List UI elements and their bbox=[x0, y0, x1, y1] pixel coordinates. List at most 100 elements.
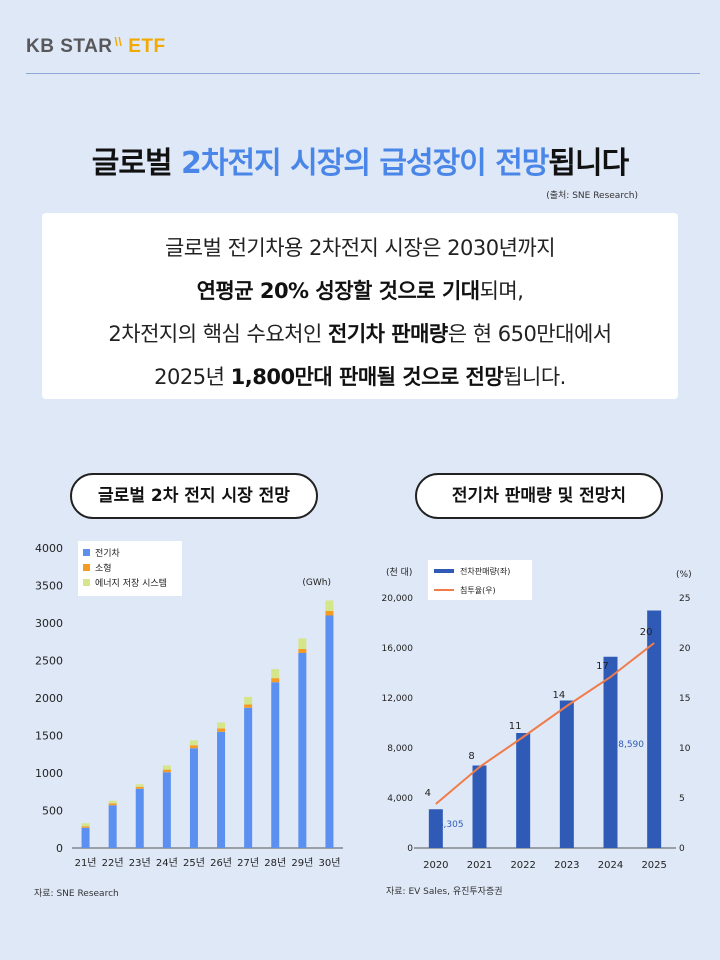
brand-rays-icon: \\ bbox=[114, 35, 123, 49]
left-bar-2-7 bbox=[271, 669, 280, 679]
right-yl-tick-1: 4,000 bbox=[387, 794, 413, 804]
summary-l2-text: 되며, bbox=[479, 279, 524, 303]
left-bar-1-9 bbox=[325, 611, 334, 616]
right-line-label-1: 8 bbox=[468, 751, 474, 762]
left-y-tick-7: 3500 bbox=[35, 580, 63, 593]
left-legend-box bbox=[78, 541, 182, 596]
left-bar-2-8 bbox=[298, 638, 307, 649]
right-yl-tick-5: 20,000 bbox=[382, 594, 414, 604]
title-highlight: 2차전지 시장의 급성장이 전망 bbox=[181, 146, 549, 181]
left-legend-swatch-1 bbox=[83, 564, 90, 571]
left-legend-swatch-2 bbox=[83, 579, 90, 586]
left-unit-label: (GWh) bbox=[302, 578, 331, 588]
right-right-axis-label: (%) bbox=[676, 570, 692, 580]
left-x-tick-3: 24년 bbox=[156, 857, 178, 869]
right-yr-tick-5: 25 bbox=[679, 594, 690, 604]
summary-line-2: 연평균 20% 성장할 것으로 기대되며, bbox=[42, 270, 678, 313]
left-bar-2-6 bbox=[244, 696, 253, 705]
right-bar-2 bbox=[516, 733, 531, 848]
left-bar-0-2 bbox=[135, 788, 144, 848]
brand-kb-text: KB STAR bbox=[26, 36, 113, 57]
left-x-tick-8: 29년 bbox=[291, 857, 313, 869]
left-y-tick-1: 500 bbox=[42, 805, 63, 818]
left-bar-1-5 bbox=[217, 728, 226, 732]
summary-l1: 글로벌 전기차용 2차전지 시장은 2030년까지 bbox=[164, 236, 556, 260]
right-yl-tick-3: 12,000 bbox=[382, 694, 414, 704]
page-title: 글로벌 2차전지 시장의 급성장이 전망됩니다 bbox=[0, 138, 720, 182]
left-y-tick-3: 1500 bbox=[35, 730, 63, 743]
brand-logo: KB STAR \\ ETF bbox=[26, 35, 166, 58]
left-bar-0-3 bbox=[162, 772, 171, 848]
right-x-tick-3: 2023 bbox=[554, 860, 579, 871]
left-bar-0-9 bbox=[325, 615, 334, 848]
left-y-tick-2: 1000 bbox=[35, 767, 63, 780]
right-line-label-0: 4 bbox=[425, 788, 431, 799]
summary-l4-a: 2025년 bbox=[154, 365, 231, 389]
left-y-tick-6: 3000 bbox=[35, 617, 63, 630]
left-bar-1-0 bbox=[81, 826, 90, 828]
left-legend-label-1: 소형 bbox=[95, 563, 112, 574]
summary-l3-c: 은 현 650만대에서 bbox=[447, 322, 612, 346]
right-yr-tick-3: 15 bbox=[679, 694, 690, 704]
left-bar-1-3 bbox=[162, 769, 171, 773]
right-bar-4 bbox=[603, 656, 618, 848]
left-legend-swatch-0 bbox=[83, 549, 90, 556]
left-bar-1-8 bbox=[298, 648, 307, 653]
left-x-tick-6: 27년 bbox=[237, 857, 259, 869]
right-bar-label-0: 6,305 bbox=[438, 820, 464, 830]
left-legend-label-0: 전기차 bbox=[95, 547, 121, 559]
title-part2: 됩니다 bbox=[548, 146, 629, 181]
left-bar-1-2 bbox=[135, 786, 144, 789]
left-y-tick-5: 2500 bbox=[35, 655, 63, 668]
left-y-tick-0: 0 bbox=[56, 842, 63, 855]
right-legend-box bbox=[428, 560, 532, 600]
left-bar-2-1 bbox=[108, 800, 117, 804]
right-x-tick-0: 2020 bbox=[423, 860, 448, 871]
left-bar-2-3 bbox=[162, 765, 171, 770]
summary-l3-a: 2차전지의 핵심 수요처인 bbox=[108, 322, 328, 346]
left-bar-0-6 bbox=[244, 707, 253, 848]
right-bar-5 bbox=[647, 610, 662, 848]
left-bar-0-7 bbox=[271, 682, 280, 848]
left-bar-2-9 bbox=[325, 600, 334, 611]
right-chart-source: 자료: EV Sales, 유진투자증권 bbox=[386, 887, 503, 897]
right-line-series bbox=[435, 642, 655, 805]
left-x-tick-9: 30년 bbox=[318, 857, 340, 869]
right-left-axis-label: (천 대) bbox=[386, 567, 412, 578]
left-bar-1-1 bbox=[108, 803, 117, 806]
right-yl-tick-2: 8,000 bbox=[387, 744, 413, 754]
left-x-tick-7: 28년 bbox=[264, 857, 286, 869]
right-yr-tick-4: 20 bbox=[679, 644, 691, 654]
left-legend-label-2: 에너지 저장 시스템 bbox=[95, 577, 167, 589]
left-chart-source: 자료: SNE Research bbox=[34, 889, 119, 899]
right-yr-tick-1: 5 bbox=[679, 794, 685, 804]
right-legend-label-1: 침투율(우) bbox=[460, 586, 496, 595]
right-line-label-2: 11 bbox=[509, 721, 522, 732]
right-yl-tick-0: 0 bbox=[407, 844, 413, 854]
right-line-label-3: 14 bbox=[552, 690, 565, 701]
left-bar-1-4 bbox=[189, 745, 198, 749]
right-x-tick-1: 2021 bbox=[467, 860, 492, 871]
summary-l2-bold: 연평균 20% 성장할 것으로 기대 bbox=[196, 279, 481, 303]
title-part1: 글로벌 bbox=[91, 146, 181, 181]
left-x-tick-2: 23년 bbox=[129, 857, 151, 869]
left-bar-0-8 bbox=[298, 653, 307, 848]
left-y-tick-4: 2000 bbox=[35, 692, 63, 705]
title-source: (출처: SNE Research) bbox=[546, 191, 638, 201]
left-bar-2-0 bbox=[81, 823, 90, 827]
summary-l4-bold: 1,800만대 판매될 것으로 전망 bbox=[230, 365, 504, 389]
right-legend-label-0: 전차판매량(좌) bbox=[460, 566, 510, 576]
summary-line-4: 2025년 1,800만대 판매될 것으로 전망됩니다. bbox=[42, 356, 678, 399]
header-divider bbox=[26, 73, 700, 74]
right-bar-1 bbox=[472, 765, 487, 848]
left-bar-0-1 bbox=[108, 805, 117, 848]
left-bar-0-0 bbox=[81, 827, 90, 848]
right-x-tick-2: 2022 bbox=[510, 860, 535, 871]
right-chart-title-pill: 전기차 판매량 및 전망치 bbox=[415, 473, 663, 519]
left-bar-2-2 bbox=[135, 784, 144, 787]
left-bar-0-4 bbox=[189, 748, 198, 848]
left-bar-0-5 bbox=[217, 731, 226, 848]
brand-etf-text: ETF bbox=[128, 36, 166, 57]
right-line-label-4: 17 bbox=[596, 661, 609, 672]
